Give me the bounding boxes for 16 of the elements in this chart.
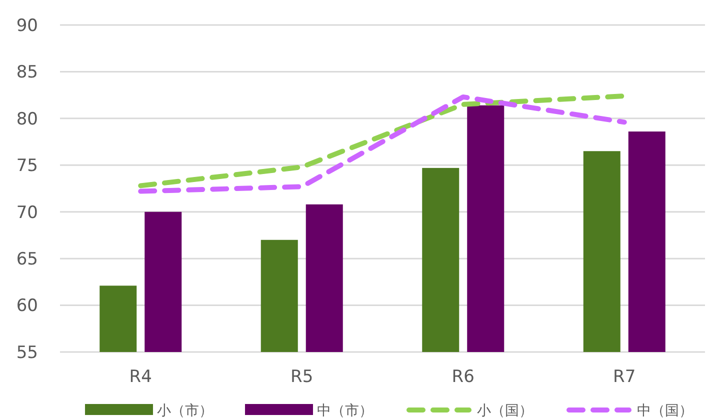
y-tick-label: 70 (16, 202, 38, 223)
x-tick-label: R4 (129, 367, 152, 387)
y-tick-label: 65 (16, 250, 38, 270)
legend-label: 中（市） (317, 402, 373, 419)
x-tick-label: R6 (452, 367, 474, 387)
legend-label: 中（国） (637, 402, 693, 419)
x-tick-label: R7 (613, 367, 636, 387)
legend-label: 小（国） (477, 402, 533, 419)
y-tick-label: 60 (16, 296, 38, 316)
y-tick-label: 90 (16, 16, 38, 36)
legend-label: 小（市） (157, 402, 213, 419)
x-tick-label: R5 (290, 367, 314, 387)
y-tick-label: 80 (16, 109, 38, 130)
y-tick-label: 75 (16, 156, 38, 176)
y-tick-label: 85 (16, 62, 38, 83)
y-tick-label: 55 (16, 342, 38, 363)
